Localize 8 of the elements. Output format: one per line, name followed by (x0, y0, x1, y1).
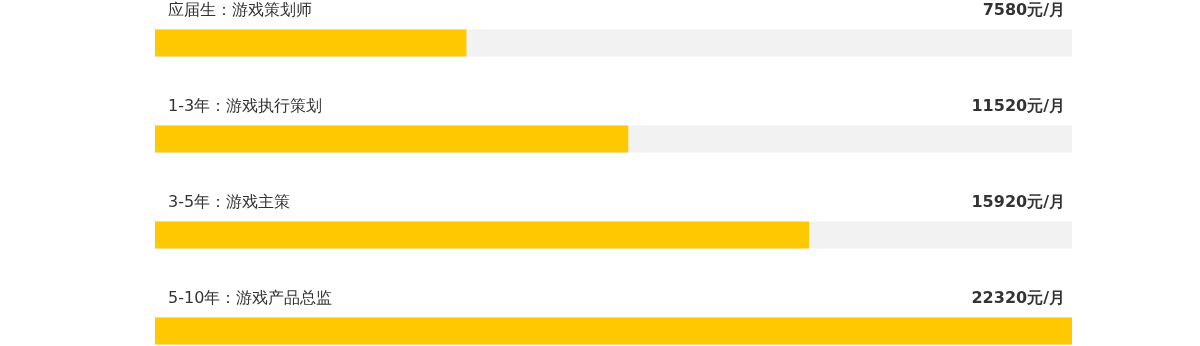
y-tick-label: 应届生：游戏策划师 (168, 0, 312, 19)
data-label: 15920元/月 (971, 192, 1065, 211)
data-label: 11520元/月 (971, 96, 1065, 115)
data-label: 7580元/月 (982, 0, 1065, 19)
data-label: 22320元/月 (971, 288, 1065, 307)
y-tick-label: 1-3年：游戏执行策划 (168, 96, 323, 115)
y-tick-label: 5-10年：游戏产品总监 (168, 288, 333, 307)
y-tick-label: 3-5年：游戏主策 (168, 192, 291, 211)
